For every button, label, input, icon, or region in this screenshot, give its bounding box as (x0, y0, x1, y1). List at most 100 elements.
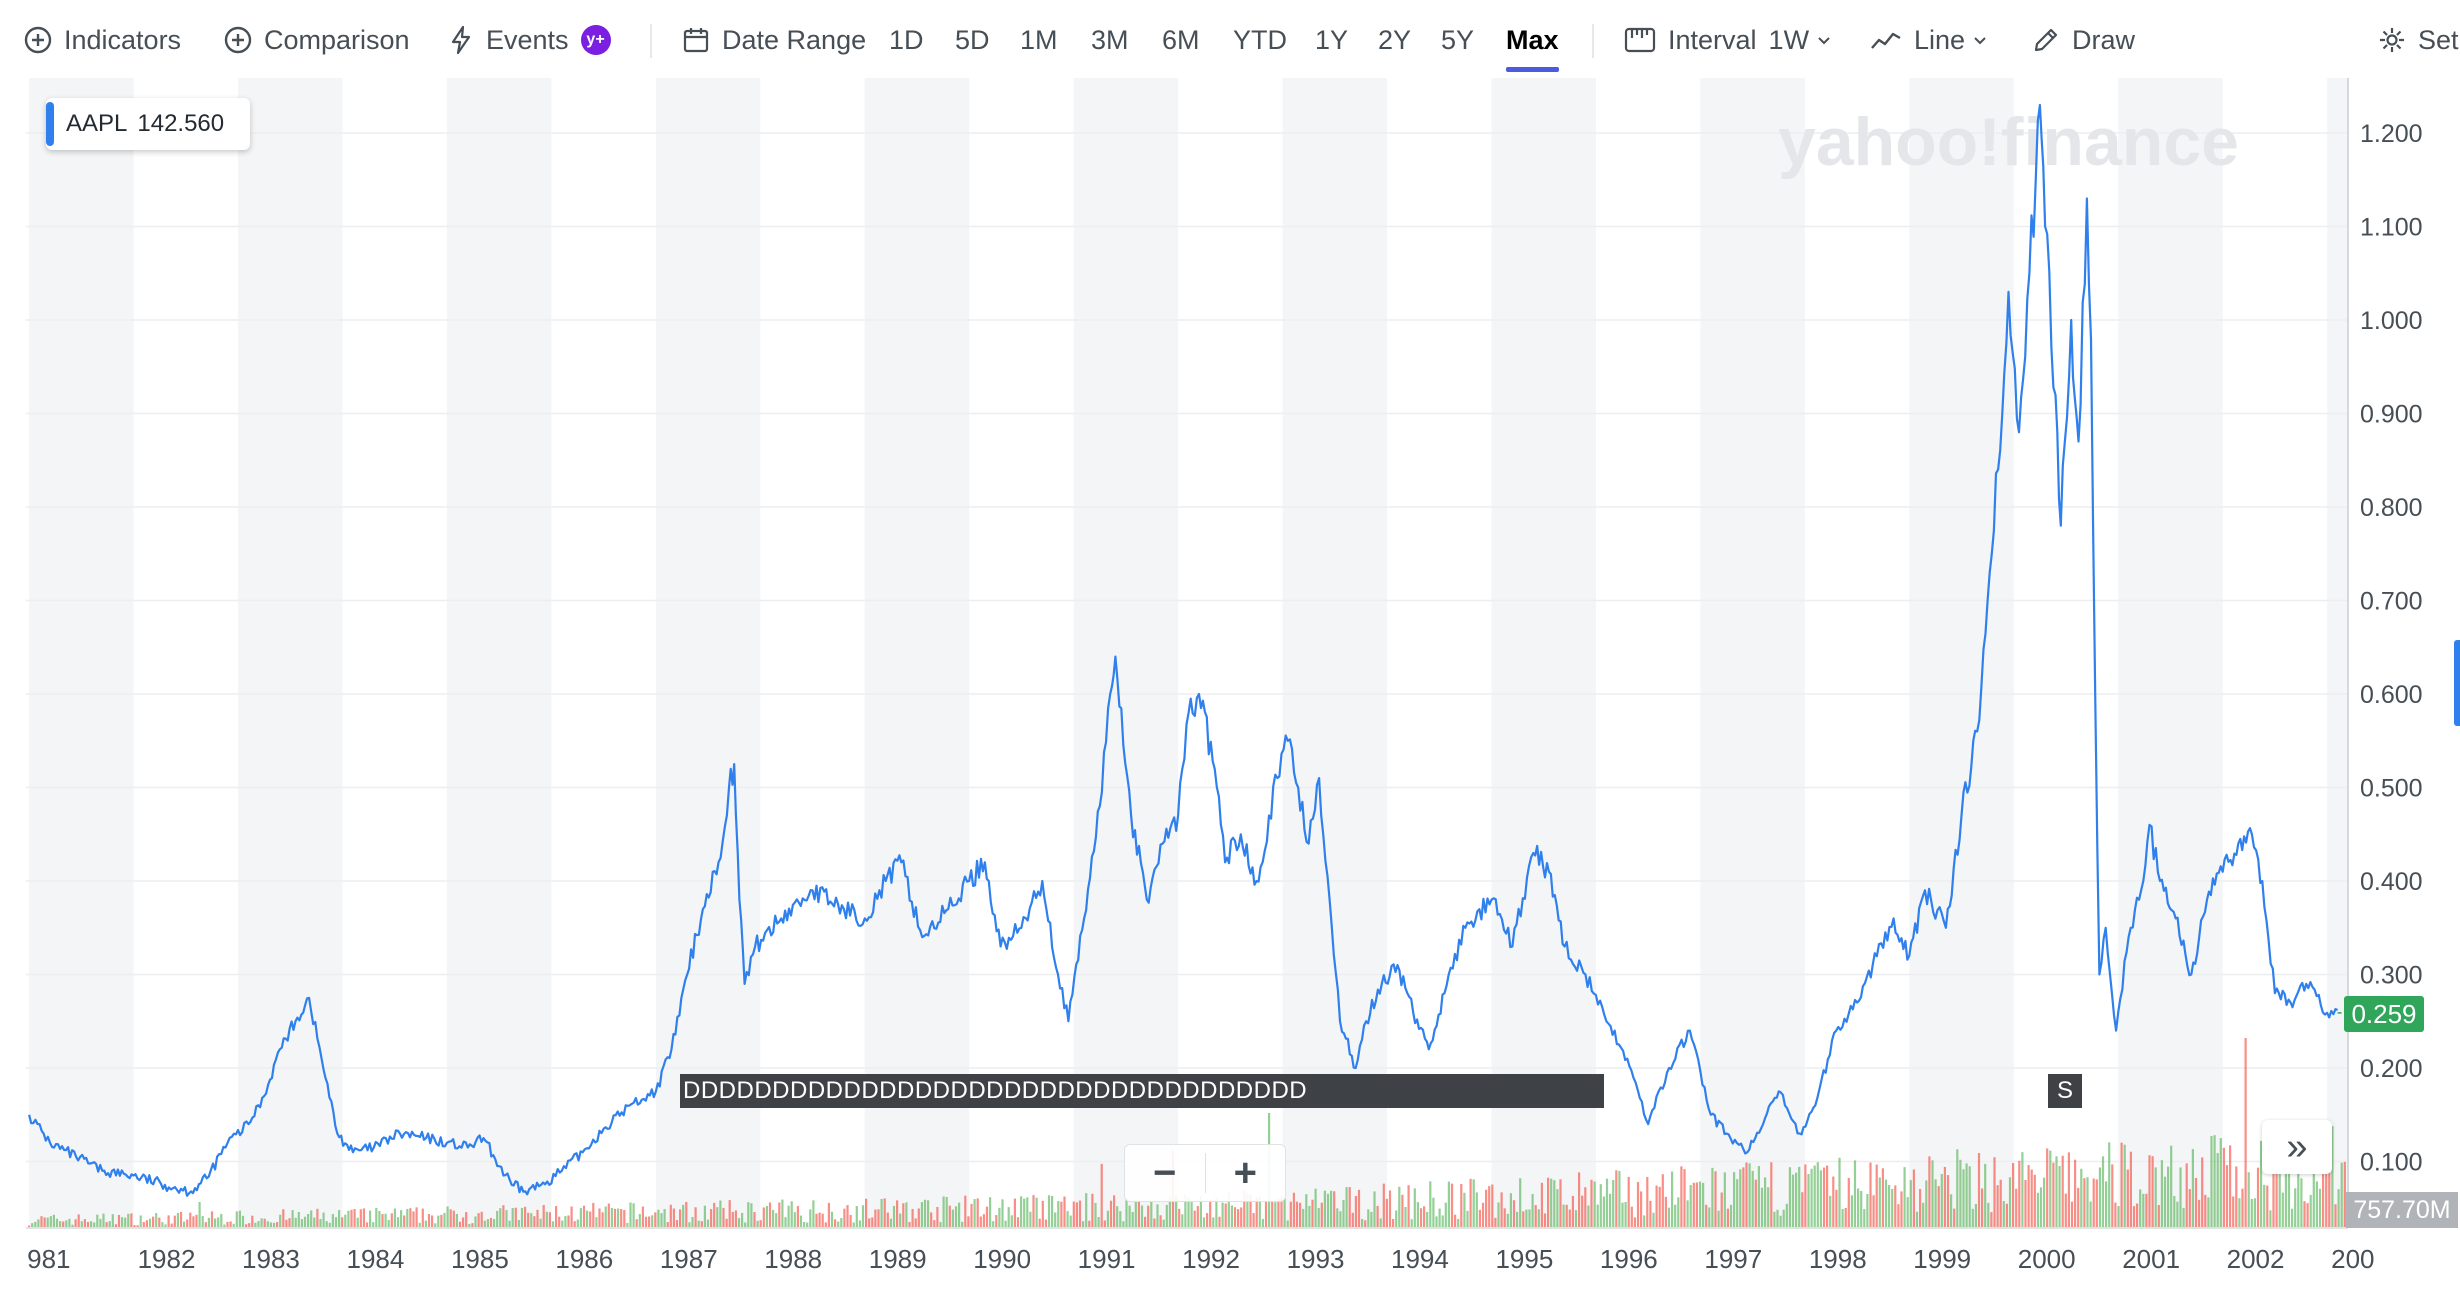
volume-bar (654, 1212, 657, 1228)
volume-bar (1959, 1159, 1962, 1228)
split-event-marker[interactable]: S (2048, 1074, 2082, 1108)
volume-bar (251, 1215, 254, 1228)
range-6m[interactable]: 6M (1162, 24, 1200, 55)
volume-bar (2322, 1128, 2325, 1228)
dividend-events-strip[interactable]: DDDDDDDDDDDDDDDDDDDDDDDDDDDDDDDDDDD (680, 1074, 1604, 1108)
range-5d[interactable]: 5D (955, 24, 990, 55)
dividend-markers[interactable]: DDDDDDDDDDDDDDDDDDDDDDDDDDDDDDDDDDD (683, 1077, 1308, 1104)
volume-bar (83, 1219, 86, 1228)
draw-label: Draw (2072, 24, 2136, 55)
volume-bar (294, 1217, 297, 1228)
y-tick-label: 0.200 (2360, 1055, 2423, 1083)
volume-bar (697, 1220, 700, 1228)
comparison-button[interactable]: Comparison (224, 18, 410, 62)
range-1d[interactable]: 1D (889, 24, 924, 55)
volume-bar (700, 1221, 703, 1228)
volume-bar (238, 1210, 241, 1228)
volume-bar (651, 1215, 654, 1228)
volume-bar (1354, 1195, 1357, 1228)
chart-type-button[interactable]: Line (1870, 18, 2001, 62)
volume-bar (1819, 1170, 1822, 1228)
aapl-price-line[interactable] (28, 103, 2339, 1197)
zoom-out-button[interactable]: − (1153, 1150, 1177, 1195)
volume-bar (2219, 1138, 2222, 1228)
volume-bar (1264, 1201, 1268, 1228)
volume-bar (499, 1208, 502, 1228)
volume-bar (1432, 1197, 1435, 1228)
volume-bar (1277, 1198, 1280, 1228)
volume-bar (2198, 1199, 2201, 1228)
volume-bar (2241, 1188, 2244, 1228)
volume-bar (232, 1223, 235, 1228)
volume-bar (1069, 1215, 1072, 1228)
volume-bar (390, 1213, 393, 1228)
volume-bar (2136, 1203, 2139, 1228)
volume-bar (2095, 1179, 2098, 1228)
volume-bar (1822, 1167, 1826, 1228)
volume-bar (1593, 1181, 1596, 1228)
volume-bar (179, 1211, 183, 1228)
volume-bar (1609, 1193, 1612, 1228)
range-ytd[interactable]: YTD (1233, 24, 1287, 55)
volume-bar (635, 1219, 638, 1228)
volume-bar (1841, 1209, 1844, 1228)
volume-bar (424, 1220, 427, 1228)
volume-bar (62, 1221, 65, 1228)
volume-bar (641, 1206, 644, 1228)
volume-bar (452, 1210, 455, 1228)
volume-bar (496, 1210, 499, 1228)
year-band (864, 78, 970, 1228)
volume-bar (530, 1213, 533, 1228)
volume-bar (1367, 1209, 1370, 1228)
zoom-in-button[interactable]: + (1233, 1150, 1257, 1195)
volume-bar (378, 1210, 381, 1228)
volume-bar (1943, 1166, 1946, 1228)
interval-button[interactable]: Interval 1W (1624, 18, 1845, 62)
volume-bar (1385, 1198, 1388, 1228)
volume-bar (1454, 1214, 1457, 1228)
volume-bar (911, 1208, 914, 1228)
range-3m[interactable]: 3M (1091, 24, 1129, 55)
volume-bar (1857, 1188, 1860, 1228)
volume-bar (1165, 1204, 1168, 1228)
year-band (2327, 78, 2348, 1228)
settings-button[interactable]: Set (2378, 18, 2459, 62)
volume-bar (970, 1203, 973, 1228)
volume-bar (372, 1222, 375, 1228)
volume-bar (148, 1218, 152, 1228)
volume-bar (1999, 1179, 2002, 1228)
indicators-button[interactable]: Indicators (24, 18, 181, 62)
date-range-button[interactable]: Date Range (682, 18, 866, 62)
expand-icon[interactable]: » (2262, 1120, 2332, 1174)
volume-bar (1968, 1166, 1971, 1228)
volume-bar (1426, 1211, 1429, 1228)
range-1m[interactable]: 1M (1020, 24, 1058, 55)
volume-bar (951, 1209, 954, 1228)
volume-bar (1209, 1200, 1212, 1228)
events-button[interactable]: Events y+ (448, 18, 611, 62)
range-max[interactable]: Max (1506, 18, 1559, 72)
volume-bar (669, 1204, 672, 1228)
volume-bar (1140, 1205, 1144, 1228)
side-panel-tab[interactable] (2454, 640, 2460, 726)
range-1y[interactable]: 1Y (1315, 24, 1349, 55)
volume-bar (1925, 1180, 1928, 1228)
volume-bar (1757, 1166, 1760, 1228)
volume-value-tag: 757.70M (2346, 1192, 2458, 1228)
range-2y[interactable]: 2Y (1378, 24, 1412, 55)
volume-bar (1444, 1202, 1447, 1228)
volume-bar (1212, 1217, 1215, 1228)
range-5y[interactable]: 5Y (1441, 24, 1475, 55)
volume-bar (2269, 1210, 2272, 1228)
volume-bar (1429, 1181, 1432, 1228)
volume-bar (1082, 1221, 1085, 1228)
volume-bar (2244, 1038, 2247, 1228)
ticker-legend[interactable]: AAPL 142.560 (46, 98, 251, 150)
draw-button[interactable]: Draw (2032, 18, 2135, 62)
volume-bar (356, 1217, 359, 1228)
volume-bar (865, 1198, 868, 1228)
volume-bar (2033, 1174, 2036, 1228)
year-band (655, 78, 761, 1228)
volume-bar (2030, 1169, 2033, 1228)
